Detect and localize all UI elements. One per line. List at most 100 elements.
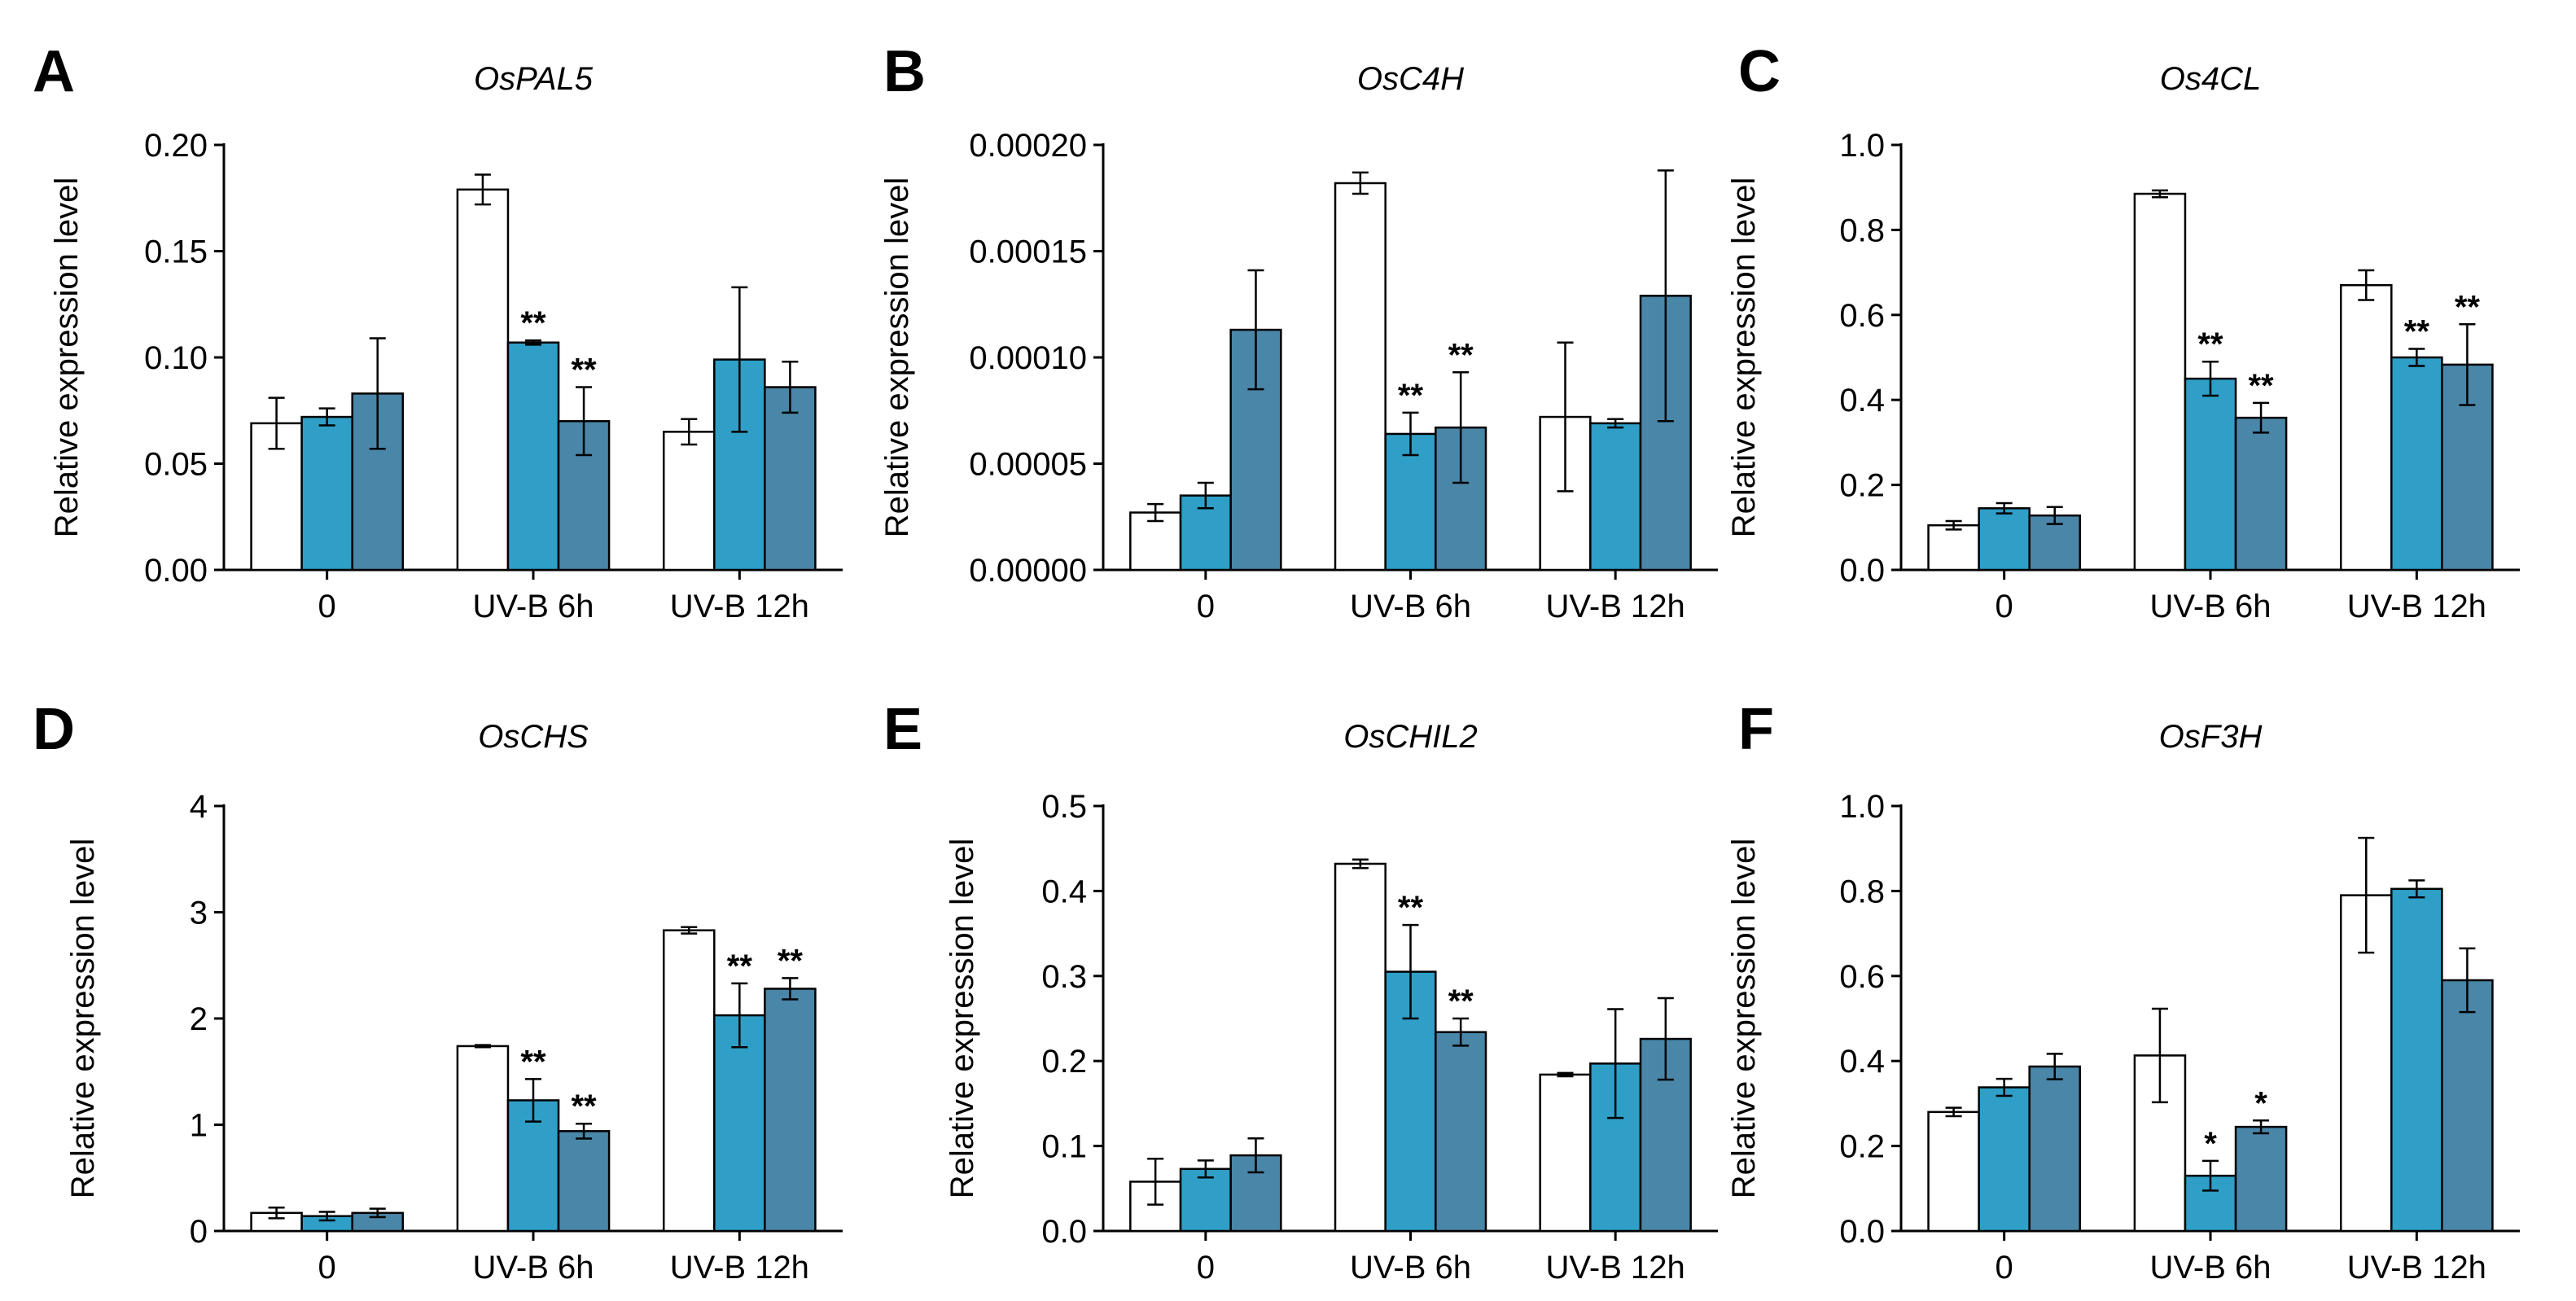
bar	[1179, 1167, 1232, 1233]
panel-letter: E	[883, 697, 922, 762]
significance-marker: *	[2204, 1126, 2217, 1162]
y-tick-label: 1.0	[1839, 789, 1885, 825]
y-tick-label: 0.00020	[969, 128, 1087, 164]
panel-letter: A	[33, 39, 75, 104]
significance-marker: **	[520, 305, 546, 341]
bar	[713, 1014, 766, 1233]
bar	[1978, 1086, 2031, 1233]
bar	[2028, 1065, 2082, 1233]
x-tick-label: UV-B 12h	[1546, 589, 1685, 624]
significance-marker: **	[571, 353, 597, 388]
x-tick-label: 0	[318, 589, 336, 624]
bar	[1129, 511, 1182, 572]
bar	[1334, 182, 1387, 572]
y-tick-label: 3	[190, 896, 208, 931]
bar	[2441, 979, 2494, 1233]
panel-b: B OsC4H Relative expression level 0.00000 0.…	[879, 39, 1718, 624]
x-tick-label: 0	[1197, 1250, 1215, 1286]
significance-marker: **	[2455, 289, 2481, 325]
chart-title: OsCHS	[478, 719, 589, 755]
significance-marker: **	[1448, 337, 1474, 373]
bar	[2339, 284, 2393, 572]
x-tick-label: UV-B 12h	[670, 1250, 809, 1286]
bar	[2234, 1125, 2288, 1233]
y-axis-title: Relative expression level	[65, 839, 101, 1198]
significance-marker: **	[2248, 368, 2274, 404]
bar	[456, 188, 510, 572]
y-tick-label: 0.20	[144, 128, 208, 164]
y-tick-label: 0.8	[1839, 874, 1885, 909]
y-tick-label: 0.00015	[969, 234, 1087, 270]
x-tick-label: UV-B 6h	[1350, 1250, 1471, 1286]
y-tick-label: 0.0	[1839, 553, 1885, 589]
x-tick-label: UV-B 6h	[2150, 589, 2272, 624]
bar	[300, 415, 353, 572]
bar	[662, 929, 716, 1233]
x-tick-label: UV-B 12h	[1546, 1250, 1685, 1286]
y-tick-label: 0.6	[1839, 298, 1885, 334]
y-tick-label: 0.00010	[969, 340, 1087, 376]
y-axis-title: Relative expression level	[1726, 177, 1762, 537]
bar	[2234, 416, 2288, 572]
y-tick-label: 0.4	[1839, 1044, 1885, 1080]
significance-marker: **	[520, 1044, 546, 1080]
significance-marker: **	[571, 1089, 597, 1124]
panel-letter: B	[883, 39, 926, 104]
bar	[1927, 523, 1980, 572]
bar	[506, 341, 560, 572]
bar	[2133, 192, 2187, 572]
panel-letter: D	[33, 697, 75, 762]
significance-marker: **	[727, 948, 753, 984]
bar	[1589, 422, 1642, 572]
significance-marker: **	[2404, 314, 2430, 350]
y-tick-label: 1	[190, 1108, 208, 1144]
x-tick-label: UV-B 12h	[670, 589, 809, 624]
y-tick-label: 0.1	[1041, 1129, 1087, 1165]
y-tick-label: 0.00000	[969, 553, 1087, 589]
y-tick-label: 0.00	[144, 553, 208, 589]
x-tick-label: 0	[318, 1250, 336, 1286]
bar	[662, 431, 716, 572]
significance-marker: **	[1398, 378, 1424, 414]
x-tick-label: UV-B 6h	[473, 589, 594, 624]
chart-title: OsPAL5	[474, 61, 594, 97]
significance-marker: **	[2197, 326, 2223, 362]
y-tick-label: 0.8	[1839, 212, 1885, 248]
y-tick-label: 0.0	[1839, 1214, 1885, 1250]
bar	[2390, 887, 2443, 1233]
x-tick-label: UV-B 6h	[2150, 1250, 2272, 1286]
y-axis-title: Relative expression level	[944, 839, 980, 1198]
y-tick-label: 0.4	[1839, 383, 1885, 418]
y-tick-label: 0.5	[1041, 789, 1087, 825]
bar	[2390, 356, 2443, 572]
significance-marker: **	[1448, 983, 1474, 1019]
y-axis-title: Relative expression level	[879, 177, 915, 537]
chart-title: OsC4H	[1357, 61, 1464, 97]
y-tick-label: 0.2	[1041, 1044, 1087, 1080]
panel-f: F OsF3H Relative expression level 0.0 0.2 0.4…	[1726, 697, 2520, 1286]
y-axis-title: Relative expression level	[1726, 839, 1762, 1198]
bar	[557, 1130, 611, 1233]
significance-marker: **	[778, 943, 804, 979]
panel-e: E OsCHIL2 Relative expression level 0.0 0.1 0…	[883, 697, 1718, 1286]
significance-marker: **	[1398, 890, 1424, 926]
chart-title: OsF3H	[2159, 719, 2263, 755]
bar	[1435, 1031, 1487, 1233]
y-tick-label: 2	[190, 1001, 208, 1037]
y-tick-label: 1.0	[1839, 128, 1885, 164]
x-tick-label: 0	[1996, 589, 2013, 624]
bar	[1978, 507, 2031, 572]
bar	[1334, 862, 1387, 1233]
bar	[764, 386, 817, 572]
x-tick-label: UV-B 12h	[2347, 589, 2486, 624]
chart-title: Os4CL	[2160, 61, 2262, 97]
panel-letter: F	[1738, 697, 1774, 762]
y-tick-label: 4	[190, 789, 208, 825]
panel-a: A OsPAL5 Relative expression level 0.00 0.05…	[33, 39, 843, 624]
y-tick-label: 0.00005	[969, 447, 1087, 483]
panel-letter: C	[1738, 39, 1781, 104]
x-tick-label: UV-B 12h	[2347, 1250, 2486, 1286]
y-tick-label: 0.10	[144, 340, 208, 376]
panel-d: D OsCHS Relative expression level 0 1 2 3 4 0 UV-…	[33, 697, 843, 1286]
